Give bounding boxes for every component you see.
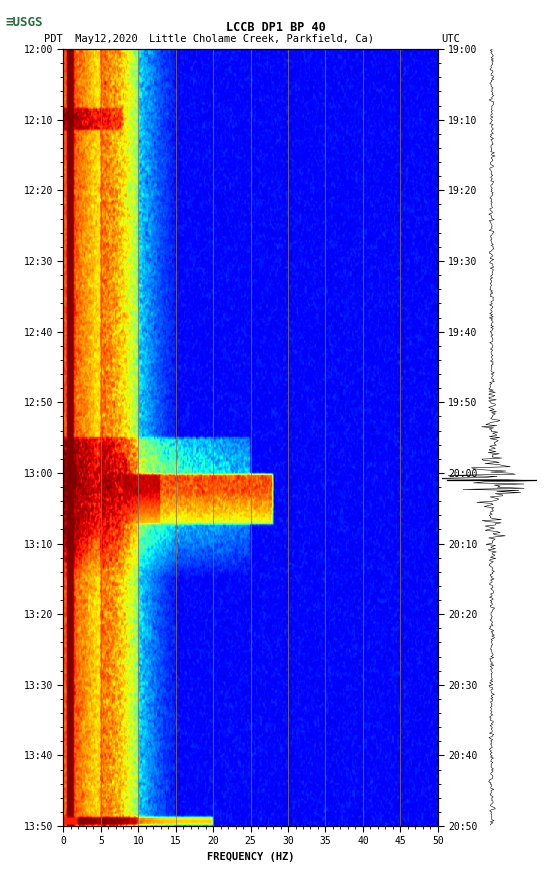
Text: Little Cholame Creek, Parkfield, Ca): Little Cholame Creek, Parkfield, Ca) — [149, 34, 374, 44]
Text: PDT  May12,2020: PDT May12,2020 — [44, 34, 138, 44]
Text: UTC: UTC — [442, 34, 460, 44]
X-axis label: FREQUENCY (HZ): FREQUENCY (HZ) — [207, 852, 294, 862]
Text: LCCB DP1 BP 40: LCCB DP1 BP 40 — [226, 21, 326, 35]
Text: ≡USGS: ≡USGS — [6, 16, 43, 29]
